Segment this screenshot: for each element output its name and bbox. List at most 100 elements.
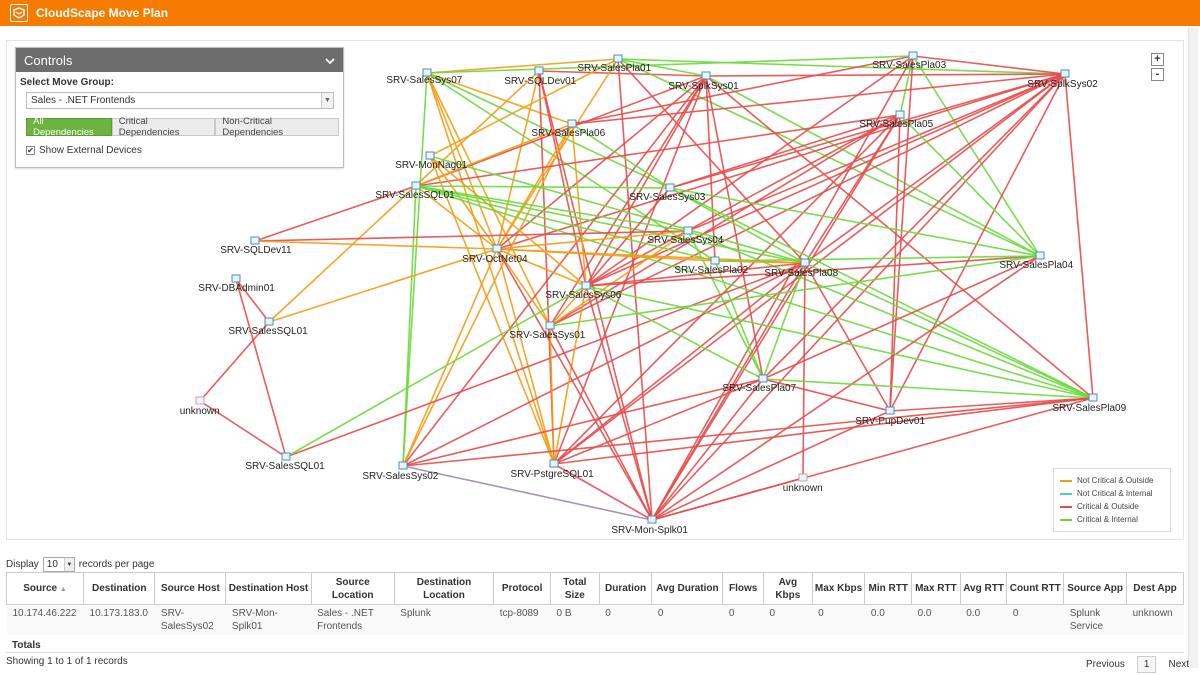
- server-node[interactable]: SRV-SplkSys01: [668, 71, 739, 92]
- dependency-edge[interactable]: [415, 185, 671, 189]
- dependency-edge[interactable]: [429, 155, 806, 264]
- dependency-edge[interactable]: [804, 114, 901, 264]
- dependency-edge[interactable]: [617, 58, 653, 521]
- dependency-edge[interactable]: [571, 55, 914, 125]
- dependency-edge[interactable]: [199, 400, 287, 458]
- dependency-edge[interactable]: [912, 55, 1066, 75]
- dependency-edge[interactable]: [538, 70, 587, 287]
- dependency-edge[interactable]: [651, 73, 1066, 521]
- zoom-in-button[interactable]: +: [1151, 53, 1164, 66]
- dependency-edge[interactable]: [889, 55, 914, 412]
- server-node[interactable]: unknown: [783, 473, 823, 494]
- server-node[interactable]: SRV-SplkSys02: [1027, 69, 1098, 90]
- dependency-edge[interactable]: [585, 285, 653, 521]
- dependency-edge[interactable]: [402, 248, 498, 467]
- dependency-edge[interactable]: [762, 262, 806, 380]
- caret-down-icon[interactable]: ▼: [321, 93, 333, 108]
- column-header[interactable]: Flows: [722, 572, 764, 605]
- dependency-edge[interactable]: [496, 248, 555, 465]
- dependency-edge[interactable]: [415, 185, 498, 250]
- dependency-edge[interactable]: [705, 75, 1094, 399]
- dependency-edge[interactable]: [585, 285, 1094, 399]
- column-header[interactable]: Protocol: [493, 572, 551, 605]
- server-node[interactable]: SRV-OctNet04: [462, 244, 528, 265]
- dependency-edge[interactable]: [553, 378, 764, 465]
- all-dependencies-button[interactable]: All Dependencies: [26, 116, 112, 138]
- dependency-edge[interactable]: [705, 75, 764, 380]
- dependency-edge[interactable]: [549, 325, 555, 465]
- server-node[interactable]: SRV-SalesSQL01: [375, 181, 455, 201]
- server-node[interactable]: SRV-SalesPla02: [674, 256, 749, 276]
- dependency-edge[interactable]: [268, 248, 498, 323]
- dependency-edge[interactable]: [415, 123, 573, 187]
- dependency-edge[interactable]: [402, 378, 764, 467]
- server-node[interactable]: SRV-DBAdmin01: [198, 274, 275, 294]
- dependency-edge[interactable]: [899, 114, 1041, 257]
- dependency-edge[interactable]: [651, 262, 806, 521]
- dependency-edge[interactable]: [549, 73, 1066, 327]
- server-node[interactable]: SRV-SalesSys01: [509, 321, 586, 341]
- dependency-edge[interactable]: [426, 72, 671, 189]
- dependency-edge[interactable]: [426, 58, 619, 74]
- dependency-edge[interactable]: [402, 185, 417, 467]
- dependency-edge[interactable]: [496, 248, 551, 327]
- dependency-edge[interactable]: [538, 70, 707, 77]
- dependency-edge[interactable]: [402, 397, 1094, 467]
- server-node[interactable]: SRV-Mon-Splk01: [611, 515, 688, 536]
- server-node[interactable]: SRV-SalesSys04: [647, 226, 724, 246]
- dependency-edge[interactable]: [254, 230, 689, 242]
- dependency-edge[interactable]: [585, 255, 1041, 287]
- dependency-edge[interactable]: [651, 378, 764, 521]
- dependency-edge[interactable]: [889, 397, 1094, 412]
- dependency-edge[interactable]: [802, 262, 806, 479]
- dependency-edge[interactable]: [617, 58, 707, 77]
- column-header[interactable]: Max RTT: [911, 572, 961, 605]
- server-node[interactable]: SRV-SQLDev01: [504, 66, 577, 87]
- server-node[interactable]: SRV-PupDev01: [855, 406, 925, 427]
- dependency-edge[interactable]: [426, 72, 555, 465]
- column-header[interactable]: Min RTT: [864, 572, 913, 605]
- server-node[interactable]: SRV-SalesPla03: [872, 51, 947, 71]
- server-node[interactable]: SRV-SQLDev11: [220, 236, 292, 256]
- column-header[interactable]: Total Size: [550, 572, 600, 605]
- dependency-graph[interactable]: SRV-SalesSys07 SRV-SQLDev01 SRV-SalesPla01…: [6, 40, 1184, 540]
- dependency-edge[interactable]: [669, 114, 901, 189]
- server-node[interactable]: SRV-SalesPla06: [531, 119, 606, 139]
- move-group-select[interactable]: Sales - .NET Frontends ▼: [26, 92, 334, 109]
- dependency-edge[interactable]: [402, 262, 806, 467]
- dependency-edge[interactable]: [415, 185, 689, 232]
- dependency-edge[interactable]: [762, 378, 891, 412]
- dependency-edge[interactable]: [651, 410, 891, 521]
- column-header[interactable]: Dest App: [1126, 572, 1184, 605]
- dependency-edge[interactable]: [651, 477, 804, 521]
- dependency-edge[interactable]: [585, 285, 764, 380]
- column-header[interactable]: Avg Kbps: [762, 572, 813, 605]
- dependency-edge[interactable]: [415, 185, 716, 262]
- per-page-select[interactable]: 10 ▼: [42, 557, 75, 572]
- dependency-graph-canvas[interactable]: SRV-SalesSys07 SRV-SQLDev01SRV-SalesPla01…: [7, 41, 1185, 541]
- dependency-edge[interactable]: [496, 70, 540, 250]
- dependency-edge[interactable]: [199, 321, 270, 402]
- dependency-edge[interactable]: [285, 285, 587, 458]
- next-page-button[interactable]: Next: [1168, 659, 1190, 670]
- page-scrollbar[interactable]: [1188, 28, 1198, 668]
- critical-dependencies-button[interactable]: Critical Dependencies: [111, 116, 216, 138]
- column-header[interactable]: Destination Location: [393, 572, 495, 605]
- chevron-down-icon[interactable]: [325, 53, 335, 68]
- dependency-edge[interactable]: [549, 75, 707, 327]
- dependency-edge[interactable]: [762, 378, 1094, 399]
- dependency-edge[interactable]: [571, 123, 587, 287]
- column-header[interactable]: Source Host: [154, 572, 227, 605]
- column-header[interactable]: Source ▲: [5, 572, 85, 605]
- dependency-edge[interactable]: [553, 262, 806, 465]
- dependency-edge[interactable]: [687, 230, 1094, 399]
- dependency-edge[interactable]: [268, 70, 540, 323]
- column-header[interactable]: Destination: [83, 572, 156, 605]
- dependency-edge[interactable]: [235, 278, 270, 323]
- caret-down-icon[interactable]: ▼: [63, 558, 74, 571]
- server-node[interactable]: SRV-SalesSys06: [545, 281, 622, 301]
- dependency-edge[interactable]: [804, 73, 1066, 264]
- dependency-edge[interactable]: [585, 262, 806, 287]
- column-header[interactable]: Source App: [1063, 572, 1128, 605]
- dependency-edge[interactable]: [496, 230, 689, 250]
